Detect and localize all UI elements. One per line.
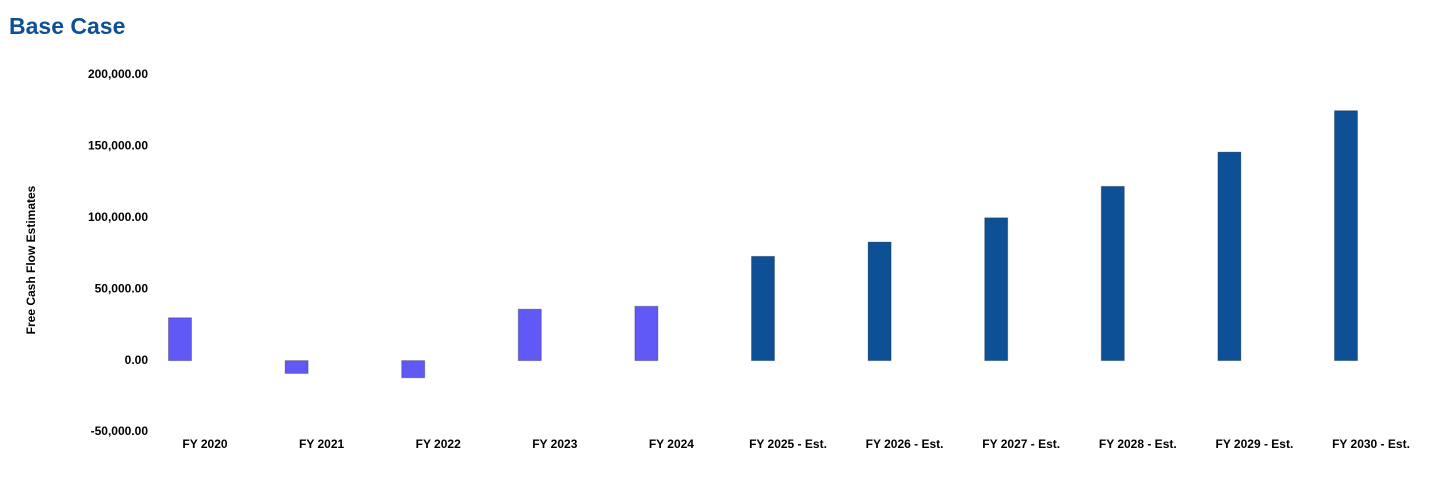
bar bbox=[1334, 110, 1358, 362]
bar bbox=[751, 255, 775, 362]
y-tick-label: 100,000.00 bbox=[88, 210, 148, 224]
bar bbox=[517, 308, 542, 362]
chart-title: Base Case bbox=[9, 13, 125, 39]
x-tick-label: FY 2023 bbox=[532, 437, 577, 451]
y-tick-label: 200,000.00 bbox=[88, 67, 148, 81]
x-tick-label: FY 2028 - Est. bbox=[1099, 437, 1177, 451]
bar bbox=[984, 217, 1009, 362]
x-tick-label: FY 2025 - Est. bbox=[749, 437, 827, 451]
x-tick-label: FY 2027 - Est. bbox=[982, 437, 1060, 451]
y-tick-label: -50,000.00 bbox=[91, 424, 149, 438]
y-axis-label: Free Cash Flow Estimates bbox=[24, 185, 38, 334]
bar bbox=[634, 305, 659, 362]
bar bbox=[168, 317, 192, 362]
y-tick-label: 50,000.00 bbox=[95, 281, 149, 295]
bar bbox=[284, 360, 309, 374]
y-tick-label: 0.00 bbox=[125, 353, 149, 367]
bar bbox=[1100, 185, 1125, 362]
x-tick-label: FY 2030 - Est. bbox=[1332, 437, 1410, 451]
bar bbox=[1217, 151, 1242, 362]
bar bbox=[867, 241, 892, 362]
x-tick-label: FY 2020 bbox=[182, 437, 227, 451]
x-tick-label: FY 2022 bbox=[416, 437, 461, 451]
x-tick-label: FY 2026 - Est. bbox=[866, 437, 944, 451]
x-tick-label: FY 2024 bbox=[649, 437, 694, 451]
x-tick-label: FY 2021 bbox=[299, 437, 344, 451]
x-tick-label: FY 2029 - Est. bbox=[1215, 437, 1293, 451]
y-tick-label: 150,000.00 bbox=[88, 139, 148, 153]
bar bbox=[401, 360, 426, 379]
